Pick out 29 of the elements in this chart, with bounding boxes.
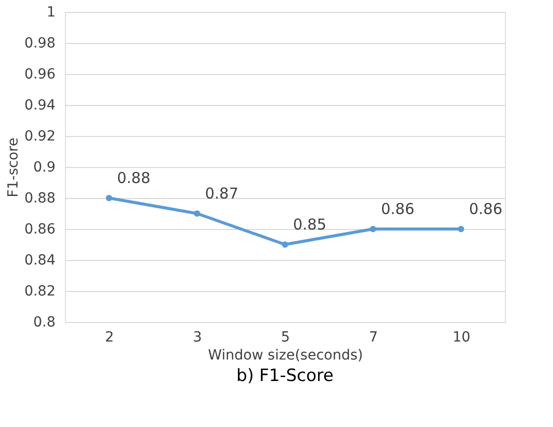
data-label: 0.86 [381,200,414,218]
y-tick-label: 0.98 [24,36,56,52]
y-tick-label: 0.9 [33,160,56,176]
data-label: 0.85 [293,216,326,234]
x-axis-title: Window size(seconds) [208,348,363,364]
y-axis-title: F1-score [5,138,22,198]
data-label: 0.87 [205,184,238,202]
y-tick-label: 0.88 [24,190,56,206]
x-tick-label: 10 [452,330,470,346]
y-tick-label: 1 [46,4,56,20]
y-tick-label: 0.96 [24,66,56,82]
y-tick-label: 0.84 [24,252,56,268]
point [282,241,288,248]
x-tick-label: 5 [281,330,290,346]
y-tick-label: 0.86 [24,222,56,238]
y-tick-label: 0.94 [24,98,56,114]
point [106,194,112,202]
x-tick-label: 3 [193,330,202,346]
y-tick-label: 0.82 [24,284,56,300]
data-label: 0.88 [117,169,150,187]
x-tick-label: 2 [105,330,114,346]
point [458,226,464,232]
y-tick-label: 0.8 [33,314,56,330]
point [194,210,200,217]
text: b) F1-Score [236,366,334,386]
point [370,226,376,232]
data-label: 0.86 [469,200,502,218]
y-tick-label: 0.92 [24,128,56,144]
x-tick-label: 7 [369,330,378,346]
